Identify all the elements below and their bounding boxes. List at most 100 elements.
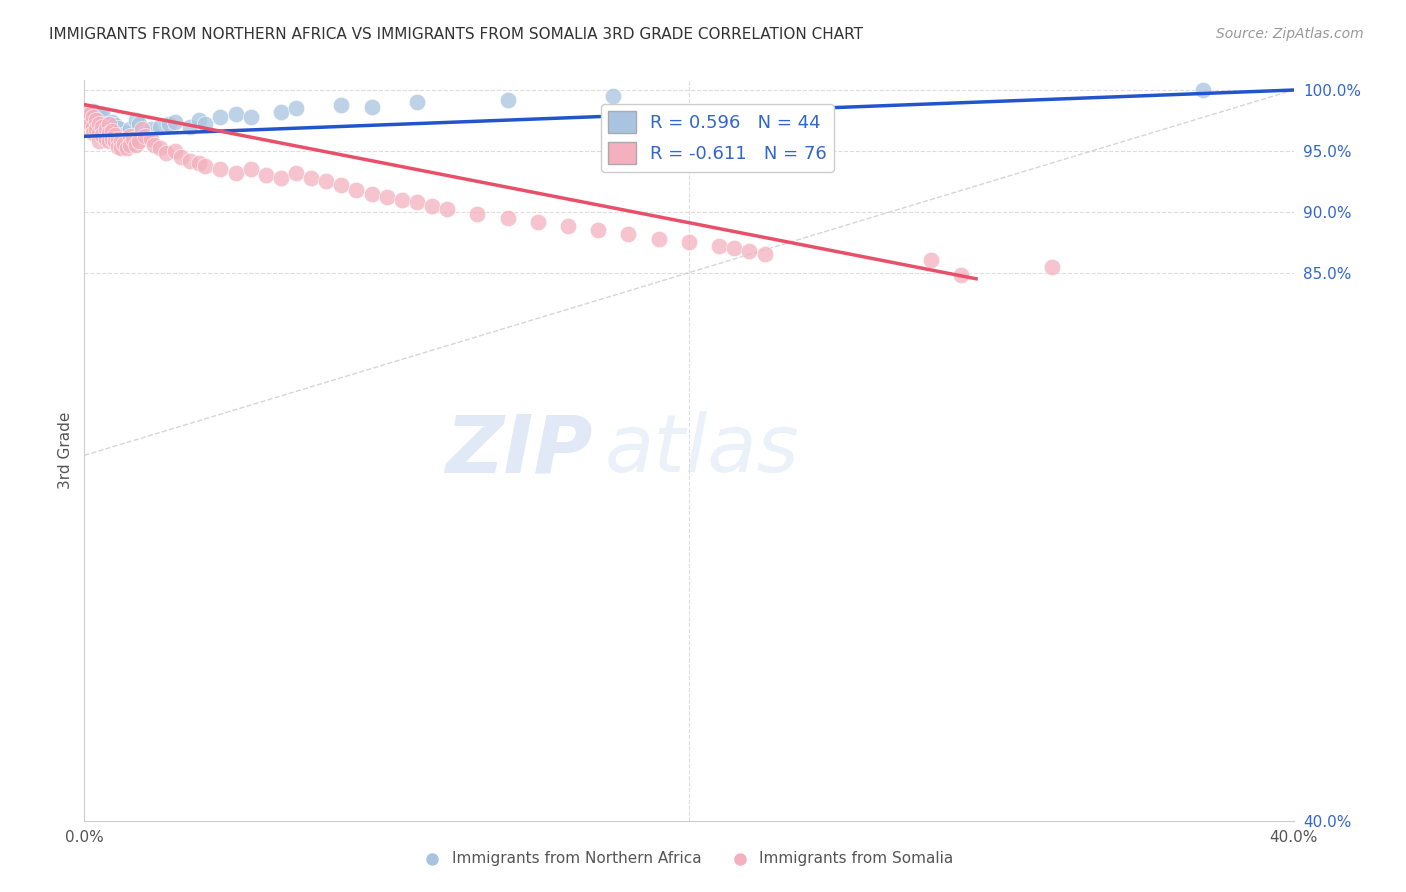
Point — [97, 126, 120, 140]
Point — [79, 117, 101, 131]
Point — [239, 162, 262, 177]
Point — [89, 117, 111, 131]
Point — [82, 103, 104, 118]
Point — [1040, 260, 1063, 274]
Point — [436, 202, 458, 217]
Y-axis label: 3rd Grade: 3rd Grade — [58, 412, 73, 489]
Point — [602, 89, 624, 103]
Point — [89, 134, 111, 148]
Point — [115, 141, 138, 155]
Point — [406, 195, 429, 210]
Legend: Immigrants from Northern Africa, Immigrants from Somalia: Immigrants from Northern Africa, Immigra… — [418, 845, 960, 872]
Point — [89, 120, 111, 134]
Point — [76, 103, 98, 118]
Point — [496, 93, 519, 107]
Point — [89, 114, 111, 128]
Point — [104, 123, 127, 137]
Point — [239, 110, 262, 124]
Point — [709, 239, 731, 253]
Point — [1192, 83, 1215, 97]
Point — [209, 162, 232, 177]
Point — [194, 117, 217, 131]
Point — [225, 107, 247, 121]
Text: Source: ZipAtlas.com: Source: ZipAtlas.com — [1216, 27, 1364, 41]
Point — [188, 156, 211, 170]
Point — [134, 129, 156, 144]
Point — [330, 97, 353, 112]
Point — [149, 141, 172, 155]
Point — [157, 117, 180, 131]
Point — [285, 166, 308, 180]
Point — [139, 132, 162, 146]
Point — [496, 211, 519, 225]
Point — [360, 100, 382, 114]
Point — [107, 140, 129, 154]
Point — [225, 166, 247, 180]
Point — [617, 227, 640, 241]
Point — [104, 134, 127, 148]
Point — [420, 199, 443, 213]
Point — [648, 231, 671, 245]
Point — [94, 117, 117, 131]
Point — [270, 104, 292, 119]
Point — [79, 112, 101, 127]
Point — [134, 126, 156, 140]
Point — [128, 134, 150, 148]
Point — [678, 235, 700, 250]
Point — [723, 241, 745, 255]
Point — [131, 122, 153, 136]
Point — [110, 128, 132, 142]
Point — [139, 122, 162, 136]
Point — [299, 170, 322, 185]
Point — [82, 126, 104, 140]
Point — [110, 134, 132, 148]
Point — [94, 132, 117, 146]
Point — [86, 113, 108, 128]
Point — [179, 120, 201, 134]
Point — [188, 113, 211, 128]
Point — [115, 126, 138, 140]
Point — [86, 117, 108, 131]
Point — [91, 107, 114, 121]
Point — [104, 128, 127, 142]
Point — [375, 190, 398, 204]
Point — [100, 132, 122, 146]
Point — [254, 168, 277, 182]
Point — [100, 124, 122, 138]
Point — [920, 253, 942, 268]
Point — [76, 113, 98, 128]
Point — [97, 124, 120, 138]
Point — [118, 129, 141, 144]
Text: ZIP: ZIP — [444, 411, 592, 490]
Point — [97, 117, 120, 131]
Point — [118, 137, 141, 152]
Point — [97, 134, 120, 148]
Point — [100, 114, 122, 128]
Point — [86, 122, 108, 136]
Point — [360, 186, 382, 201]
Point — [149, 120, 172, 134]
Point — [89, 126, 111, 140]
Point — [91, 120, 114, 134]
Text: IMMIGRANTS FROM NORTHERN AFRICA VS IMMIGRANTS FROM SOMALIA 3RD GRADE CORRELATION: IMMIGRANTS FROM NORTHERN AFRICA VS IMMIG… — [49, 27, 863, 42]
Point — [754, 247, 776, 261]
Point — [346, 183, 368, 197]
Point — [125, 113, 148, 128]
Point — [118, 122, 141, 136]
Point — [94, 122, 117, 136]
Point — [79, 107, 101, 121]
Point — [179, 153, 201, 168]
Point — [107, 132, 129, 146]
Point — [97, 120, 120, 135]
Point — [557, 219, 579, 234]
Point — [315, 174, 337, 188]
Point — [155, 146, 177, 161]
Point — [112, 132, 135, 146]
Point — [121, 132, 143, 146]
Point — [104, 119, 127, 133]
Point — [270, 170, 292, 185]
Point — [950, 268, 973, 282]
Point — [170, 150, 193, 164]
Text: atlas: atlas — [605, 411, 799, 490]
Point — [142, 137, 165, 152]
